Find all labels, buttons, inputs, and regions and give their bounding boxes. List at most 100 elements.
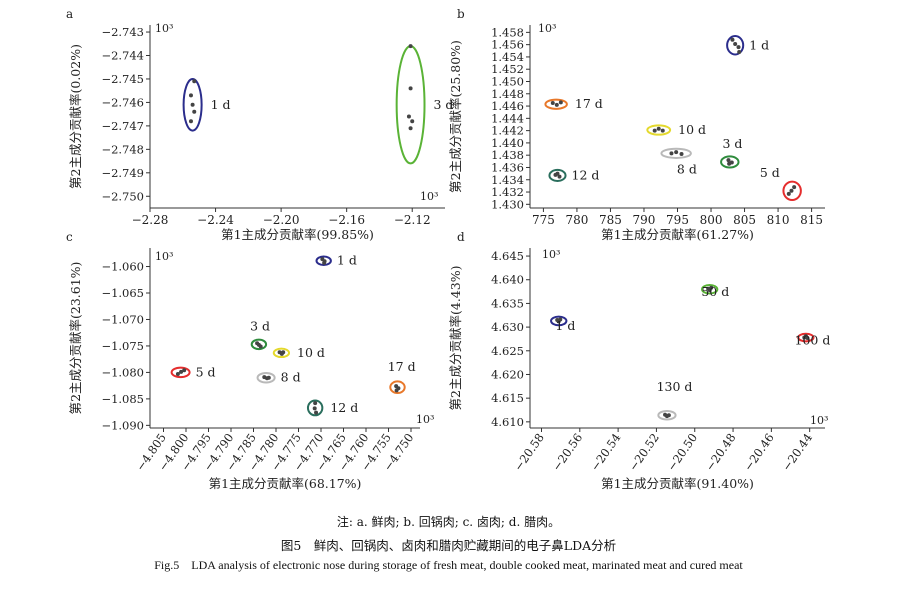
x-tick-label: 780 [565,213,588,227]
data-point [789,188,794,193]
y-tick-label: 4.620 [491,367,524,381]
data-point [555,171,560,176]
figure-caption-chinese: 图5 鲜肉、回锅肉、卤肉和腊肉贮藏期间的电子鼻LDA分析 [280,538,617,553]
group-label: 1 d [749,37,769,52]
scale-label: 10³ [810,414,828,427]
y-tick-label: −1.060 [101,260,144,274]
data-point [192,109,197,114]
x-axis-label: 第1主成分贡献率(61.27%) [601,227,754,242]
y-tick-label: −1.075 [101,339,144,353]
data-point [727,161,732,166]
scale-label: 10³ [538,22,556,35]
data-point [406,114,411,119]
group-ellipse [306,399,324,417]
figure-caption-english: Fig.5 LDA analysis of electronic nose du… [154,558,743,572]
y-tick-label: 1.450 [491,74,524,88]
y-tick-label: 1.436 [491,160,524,174]
y-tick-label: 4.610 [491,415,524,429]
data-point [805,336,810,340]
group-label: 50 d [701,284,729,299]
group-ellipse [782,180,802,202]
data-point [281,350,286,355]
data-point [558,100,563,105]
panel-letter: d [457,230,465,244]
group-ellipse [657,409,677,421]
y-tick-label: 1.444 [491,111,524,125]
group-ellipse [389,380,406,395]
y-tick-label: 1.432 [491,185,524,199]
x-tick-label: −20.50 [664,431,700,474]
group-ellipse [395,45,426,165]
y-tick-label: 4.625 [491,344,524,358]
x-tick-label: −20.46 [741,431,777,474]
scale-label: 10³ [420,190,438,203]
y-tick-label: 1.440 [491,136,524,150]
data-point [786,191,791,196]
data-point [258,344,263,349]
x-tick-label: 800 [700,213,723,227]
x-tick-label: −20.54 [588,431,624,474]
scale-label: 10³ [542,248,560,261]
x-tick-label: 785 [599,213,622,227]
group-ellipse [272,347,291,359]
y-tick-label: −1.065 [101,286,144,300]
y-tick-label: −2.749 [101,166,144,180]
x-tick-label: 810 [767,213,790,227]
group-ellipse [544,98,568,110]
x-tick-label: −2.28 [132,213,169,227]
data-point [730,37,735,42]
x-tick-label: −20.56 [549,431,585,474]
group-label: 8 d [677,161,697,176]
y-tick-label: −2.746 [101,95,144,109]
y-tick-label: 4.635 [491,296,524,310]
y-tick-label: 1.446 [491,99,524,113]
data-point [669,151,674,156]
group-ellipse [660,147,692,159]
data-point [408,126,413,131]
y-tick-label: −2.743 [101,25,144,39]
data-point [554,102,559,107]
x-tick-label: −2.20 [263,213,300,227]
data-point [188,93,193,98]
group-ellipse [182,77,203,132]
panel-letter: c [66,230,73,244]
y-tick-label: −2.747 [101,119,144,133]
data-point [558,317,563,322]
group-label: 130 d [657,379,693,394]
y-tick-label: 4.640 [491,273,524,287]
y-tick-label: −2.750 [101,189,144,203]
y-tick-label: −2.744 [101,49,144,63]
y-axis-label: 第2主成分贡献率(0.02%) [68,44,83,189]
y-tick-label: 1.434 [491,173,524,187]
panel-letter: a [66,7,73,21]
lda-figure: −2.28 −2.24 −2.20 −2.16 −2.12 −2.743 −2.744 −2.… [66,7,830,491]
group-label: 1 d [555,318,575,333]
data-point [175,372,180,376]
group-ellipse [548,168,567,182]
y-tick-label: 1.452 [491,62,524,76]
group-label: 3 d [434,97,454,112]
group-ellipse [550,315,568,327]
x-tick-label: 795 [666,213,689,227]
group-ellipse [726,35,745,56]
data-point [660,128,665,133]
data-point [666,413,671,418]
data-point [188,119,193,124]
y-axis-label: 第2主成分贡献率(4.43%) [448,266,463,411]
data-point [408,44,413,49]
group-label: 8 d [281,370,301,385]
group-label: 12 d [572,167,600,182]
x-axis-label: 第1主成分贡献率(99.85%) [221,227,374,242]
y-tick-label: −2.748 [101,142,144,156]
y-tick-label: 1.442 [491,124,524,138]
group-label: 1 d [337,253,357,268]
data-point [322,260,327,265]
x-tick-label: −20.48 [703,431,739,474]
x-tick-label: −20.52 [626,431,662,474]
chart-panel-b: 775 780 785 790 795 800 805 810 8151.4301.4321.4… [448,7,825,242]
data-point [674,150,679,155]
x-axis-label: 第1主成分贡献率(91.40%) [601,476,754,491]
group-ellipse [250,338,268,351]
data-point [792,185,797,190]
data-point [726,158,731,163]
